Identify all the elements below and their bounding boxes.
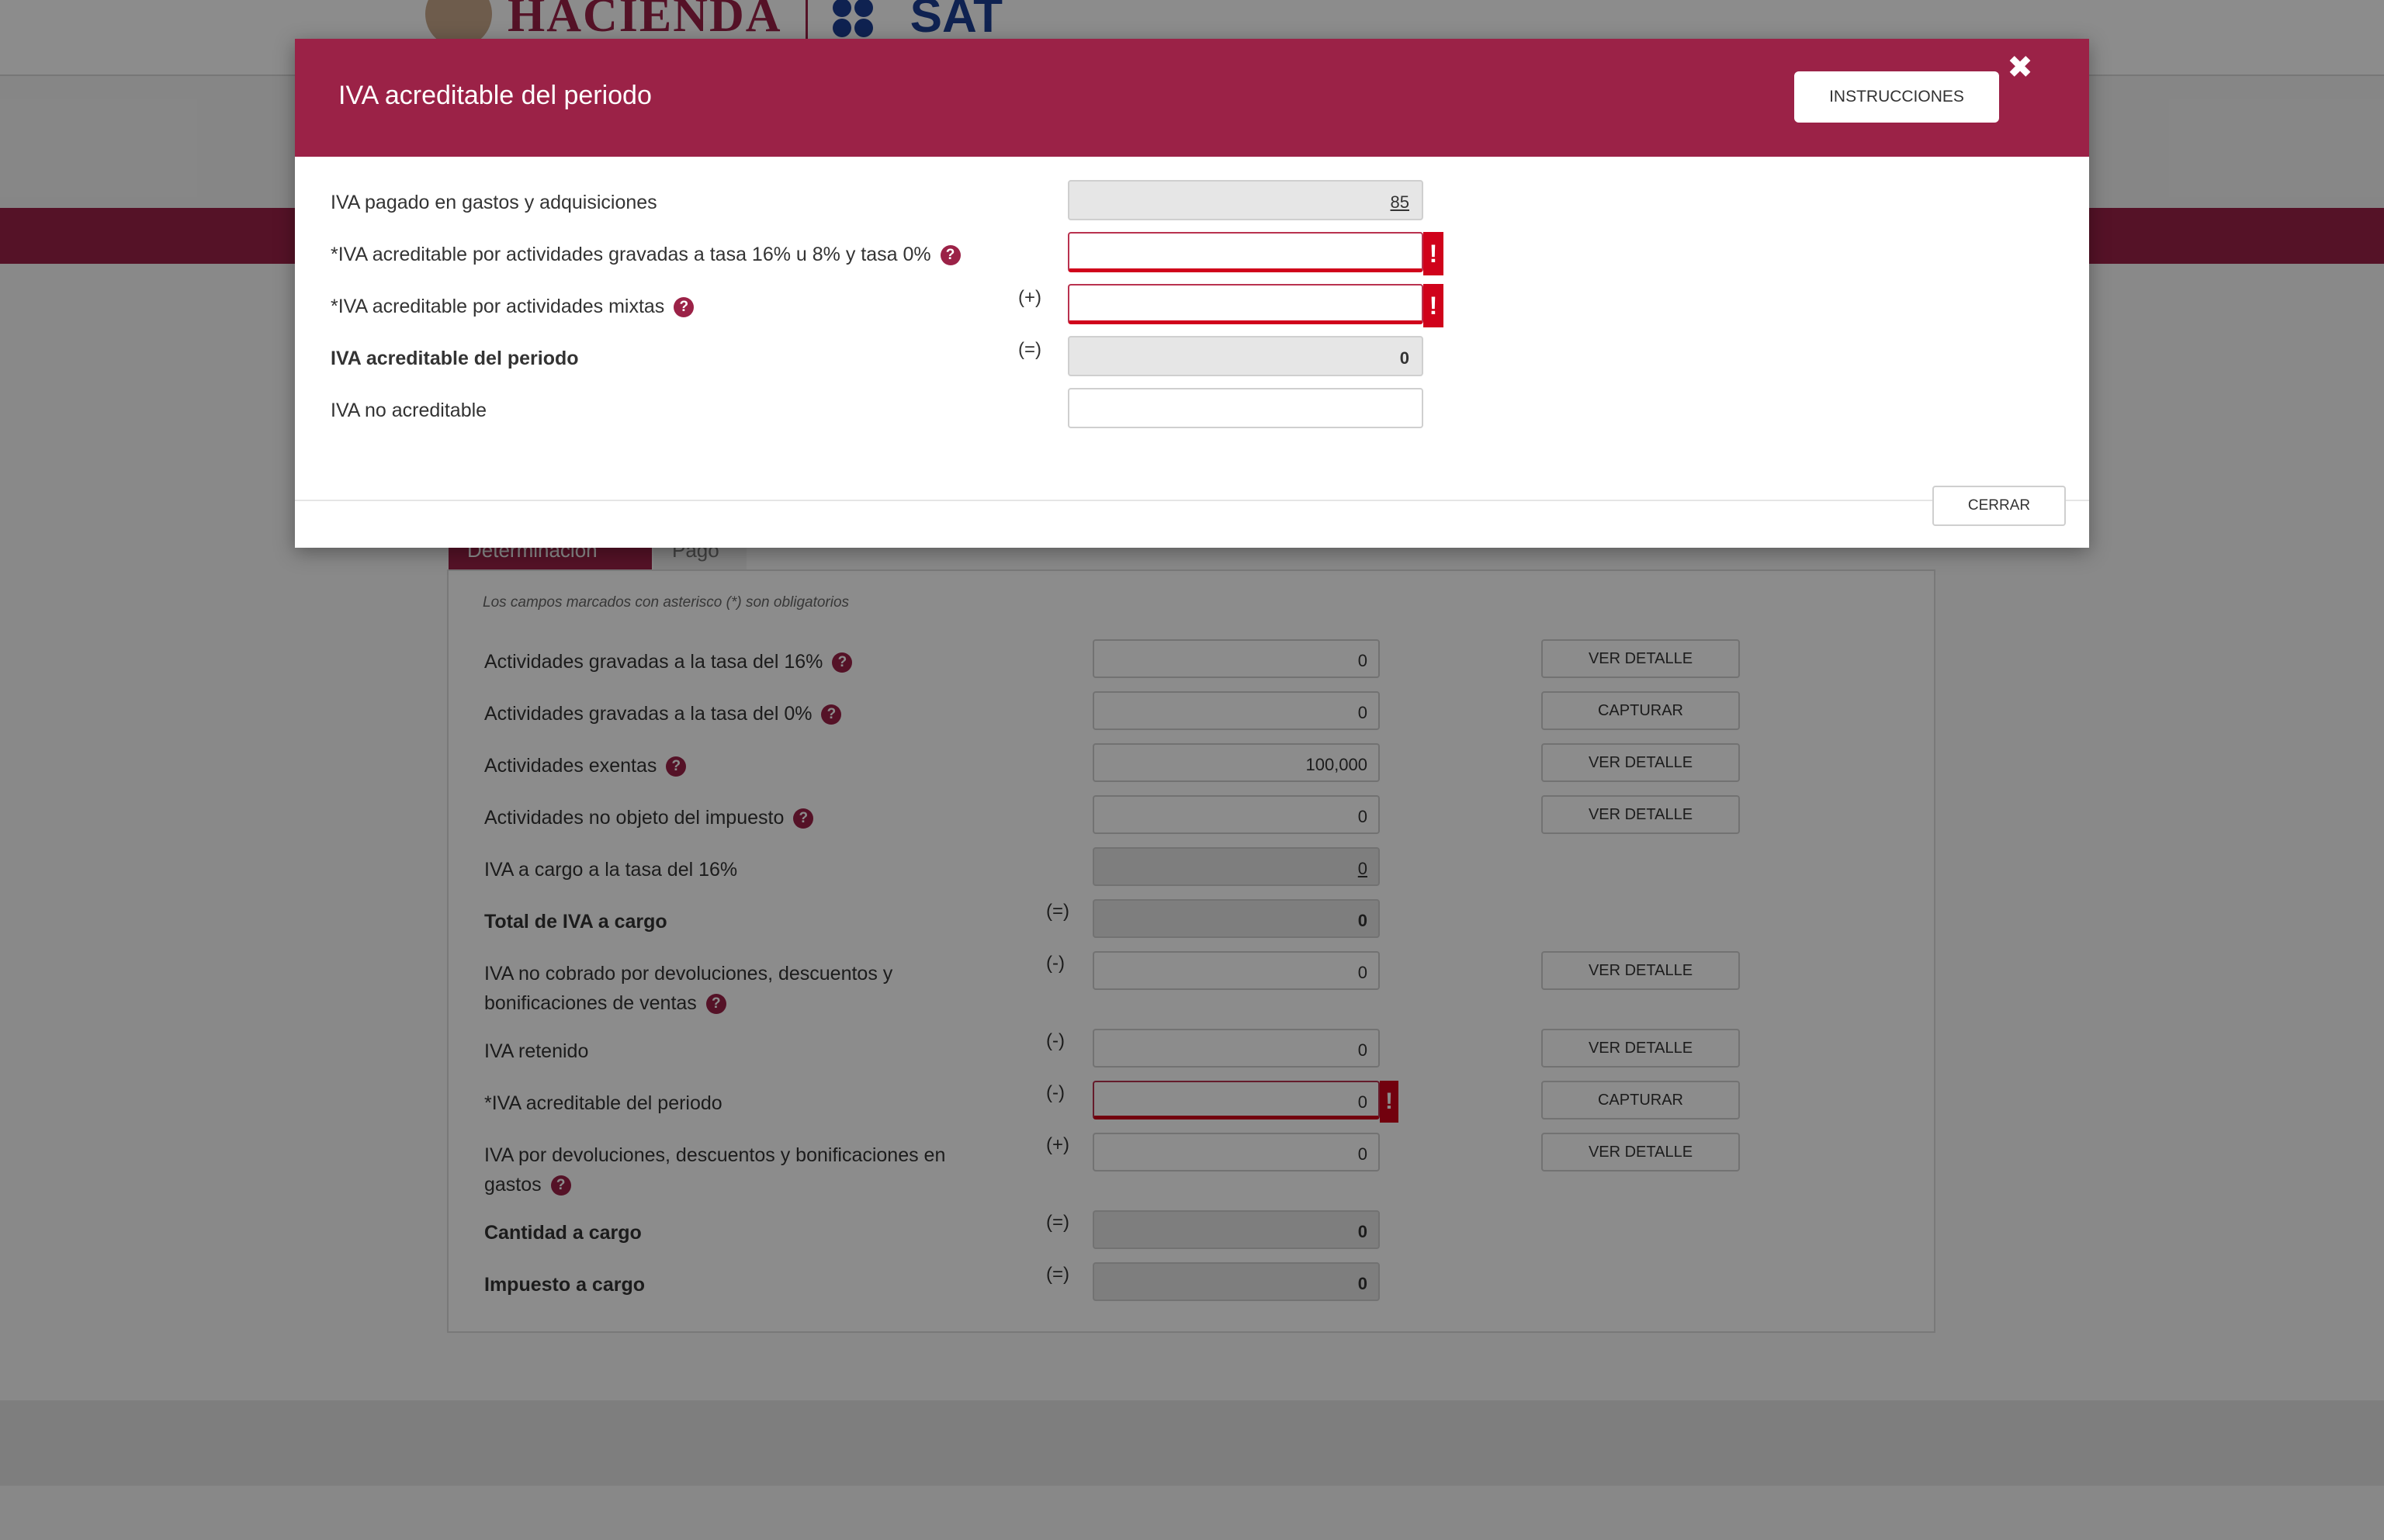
field-label: Impuesto a cargo xyxy=(484,1274,645,1296)
ver-detalle-button[interactable]: VER DETALLE xyxy=(1541,951,1740,990)
page-footer-bottom xyxy=(0,1486,2384,1540)
sat-dots-icon xyxy=(831,0,903,37)
iva-acreditable-total-field: 0 xyxy=(1068,336,1423,376)
help-icon[interactable]: ? xyxy=(666,756,687,777)
form-row: IVA a cargo a la tasa del 16% 0 xyxy=(449,847,1937,894)
field-label: Actividades gravadas a la tasa del 16%? xyxy=(484,647,981,677)
field-label: IVA pagado en gastos y adquisiciones xyxy=(331,192,657,213)
actividades-16-input[interactable]: 0 xyxy=(1093,639,1380,678)
help-icon[interactable]: ? xyxy=(705,994,726,1015)
field-label: Total de IVA a cargo xyxy=(484,911,667,933)
help-icon[interactable]: ? xyxy=(674,297,695,318)
form-row: IVA retenido (-) 0 VER DETALLE xyxy=(449,1029,1937,1075)
form-row: Actividades gravadas a la tasa del 0%? 0… xyxy=(449,691,1937,738)
help-icon[interactable]: ? xyxy=(832,652,853,673)
determinacion-form: Los campos marcados con asterisco (*) so… xyxy=(447,569,1935,1333)
modal-header: IVA acreditable del periodo INSTRUCCIONE… xyxy=(295,39,2089,157)
capturar-button[interactable]: CAPTURAR xyxy=(1541,691,1740,730)
error-indicator: ! xyxy=(1380,1081,1398,1123)
help-icon[interactable]: ? xyxy=(793,808,814,829)
instrucciones-button[interactable]: INSTRUCCIONES xyxy=(1794,71,1999,123)
iva-no-acreditable-input[interactable] xyxy=(1068,388,1423,428)
page-footer xyxy=(0,1400,2384,1486)
operator-label: (-) xyxy=(1046,953,1065,974)
close-icon[interactable]: ✖ xyxy=(2007,50,2033,85)
operator-label: (=) xyxy=(1018,339,1041,360)
field-label: IVA no acreditable xyxy=(331,400,487,421)
operator-label: (+) xyxy=(1018,287,1041,308)
field-label: Actividades exentas? xyxy=(484,751,981,780)
capturar-button[interactable]: CAPTURAR xyxy=(1541,1081,1740,1120)
field-label: *IVA acreditable por actividades gravada… xyxy=(331,240,961,269)
form-row: IVA por devoluciones, descuentos y bonif… xyxy=(449,1133,1937,1203)
logo-separator xyxy=(805,0,808,43)
operator-label: (+) xyxy=(1046,1134,1069,1155)
field-label: IVA no cobrado por devoluciones, descuen… xyxy=(484,963,893,1015)
modal-row: IVA pagado en gastos y adquisiciones 85 xyxy=(295,180,2089,227)
field-label: *IVA acreditable por actividades mixtas? xyxy=(331,292,695,321)
field-label: IVA acreditable del periodo xyxy=(331,348,579,369)
total-iva-a-cargo-field: 0 xyxy=(1093,899,1380,938)
iva-acreditable-periodo-field[interactable]: 0 xyxy=(1093,1081,1380,1120)
iva-no-cobrado-input[interactable]: 0 xyxy=(1093,951,1380,990)
field-label: *IVA acreditable del periodo xyxy=(484,1092,722,1114)
modal-row: IVA acreditable del periodo (=) 0 xyxy=(295,336,2089,382)
actividades-no-objeto-input[interactable]: 0 xyxy=(1093,795,1380,834)
sat-logo-text: SAT xyxy=(910,0,1003,43)
modal-row: *IVA acreditable por actividades mixtas?… xyxy=(295,284,2089,330)
cerrar-button[interactable]: CERRAR xyxy=(1932,486,2066,526)
error-indicator: ! xyxy=(1423,232,1443,275)
hacienda-logo-text: HACIENDA xyxy=(508,0,782,42)
operator-label: (=) xyxy=(1046,1212,1069,1233)
ver-detalle-button[interactable]: VER DETALLE xyxy=(1541,639,1740,678)
iva-acreditable-mixtas-input[interactable] xyxy=(1068,284,1423,324)
form-row: IVA no cobrado por devoluciones, descuen… xyxy=(449,951,1937,1021)
required-fields-note: Los campos marcados con asterisco (*) so… xyxy=(483,594,850,611)
field-label: IVA por devoluciones, descuentos y bonif… xyxy=(484,1144,946,1196)
modal-title: IVA acreditable del periodo xyxy=(338,81,652,110)
modal-row: IVA no acreditable xyxy=(295,388,2089,434)
iva-retenido-input[interactable]: 0 xyxy=(1093,1029,1380,1068)
help-icon[interactable]: ? xyxy=(550,1175,571,1196)
ver-detalle-button[interactable]: VER DETALLE xyxy=(1541,1133,1740,1171)
sat-logo: SAT xyxy=(831,0,1003,43)
actividades-exentas-input[interactable]: 100,000 xyxy=(1093,743,1380,782)
iva-a-cargo-16-field[interactable]: 0 xyxy=(1093,847,1380,886)
ver-detalle-button[interactable]: VER DETALLE xyxy=(1541,795,1740,834)
impuesto-a-cargo-field: 0 xyxy=(1093,1262,1380,1301)
form-row: *IVA acreditable del periodo (-) 0 ! CAP… xyxy=(449,1081,1937,1127)
operator-label: (=) xyxy=(1046,901,1069,922)
form-row: Actividades exentas? 100,000 VER DETALLE xyxy=(449,743,1937,790)
form-row: Cantidad a cargo (=) 0 xyxy=(449,1210,1937,1257)
field-label: Actividades no objeto del impuesto? xyxy=(484,803,981,832)
error-indicator: ! xyxy=(1423,284,1443,327)
iva-pagado-gastos-field[interactable]: 85 xyxy=(1068,180,1423,220)
operator-label: (-) xyxy=(1046,1030,1065,1051)
form-row: Impuesto a cargo (=) 0 xyxy=(449,1262,1937,1309)
field-label: Actividades gravadas a la tasa del 0%? xyxy=(484,699,981,728)
form-row: Actividades gravadas a la tasa del 16%? … xyxy=(449,639,1937,686)
operator-label: (-) xyxy=(1046,1082,1065,1103)
form-row: Total de IVA a cargo (=) 0 xyxy=(449,899,1937,946)
field-label: IVA retenido xyxy=(484,1040,589,1062)
iva-devoluciones-gastos-input[interactable]: 0 xyxy=(1093,1133,1380,1171)
form-row: Actividades no objeto del impuesto? 0 VE… xyxy=(449,795,1937,842)
field-label: Cantidad a cargo xyxy=(484,1222,642,1244)
ver-detalle-button[interactable]: VER DETALLE xyxy=(1541,743,1740,782)
iva-acreditable-gravadas-input[interactable] xyxy=(1068,232,1423,272)
operator-label: (=) xyxy=(1046,1264,1069,1285)
ver-detalle-button[interactable]: VER DETALLE xyxy=(1541,1029,1740,1068)
help-icon[interactable]: ? xyxy=(821,704,842,725)
help-icon[interactable]: ? xyxy=(940,245,961,266)
modal-body: IVA pagado en gastos y adquisiciones 85 … xyxy=(295,157,2089,501)
field-label: IVA a cargo a la tasa del 16% xyxy=(484,859,738,881)
modal-row: *IVA acreditable por actividades gravada… xyxy=(295,232,2089,279)
iva-acreditable-modal: IVA acreditable del periodo INSTRUCCIONE… xyxy=(295,39,2089,548)
actividades-0-input[interactable]: 0 xyxy=(1093,691,1380,730)
cantidad-a-cargo-field: 0 xyxy=(1093,1210,1380,1249)
